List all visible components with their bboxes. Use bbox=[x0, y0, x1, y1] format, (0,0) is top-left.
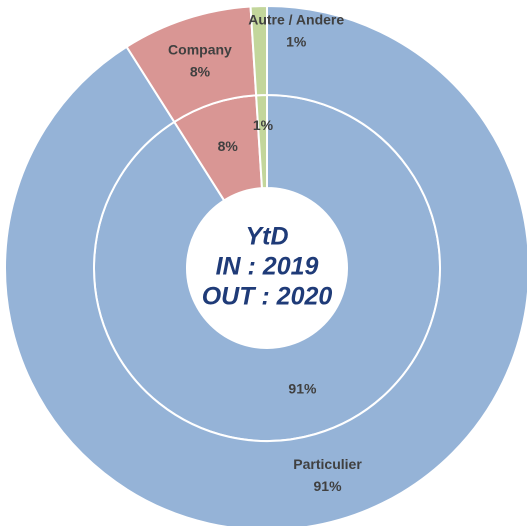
center-text: IN : 2019 bbox=[216, 253, 319, 281]
rings bbox=[4, 4, 527, 526]
category-label: Particulier bbox=[293, 456, 362, 472]
value-label: 8% bbox=[190, 63, 211, 79]
value-label: 1% bbox=[253, 117, 274, 133]
labels: 91% 8% 1% Particulier 91% Company 8% Autre / An… bbox=[168, 12, 362, 494]
value-label: 8% bbox=[218, 138, 239, 154]
category-label: Autre / Andere bbox=[248, 12, 344, 28]
value-label: 91% bbox=[314, 478, 343, 494]
center-text: YtD bbox=[245, 223, 288, 251]
slice bbox=[249, 4, 268, 97]
value-label: 1% bbox=[286, 34, 307, 50]
slice bbox=[4, 4, 527, 526]
center-text: OUT : 2020 bbox=[202, 283, 333, 311]
value-label: 91% bbox=[288, 381, 317, 397]
category-label: Company bbox=[168, 41, 232, 57]
